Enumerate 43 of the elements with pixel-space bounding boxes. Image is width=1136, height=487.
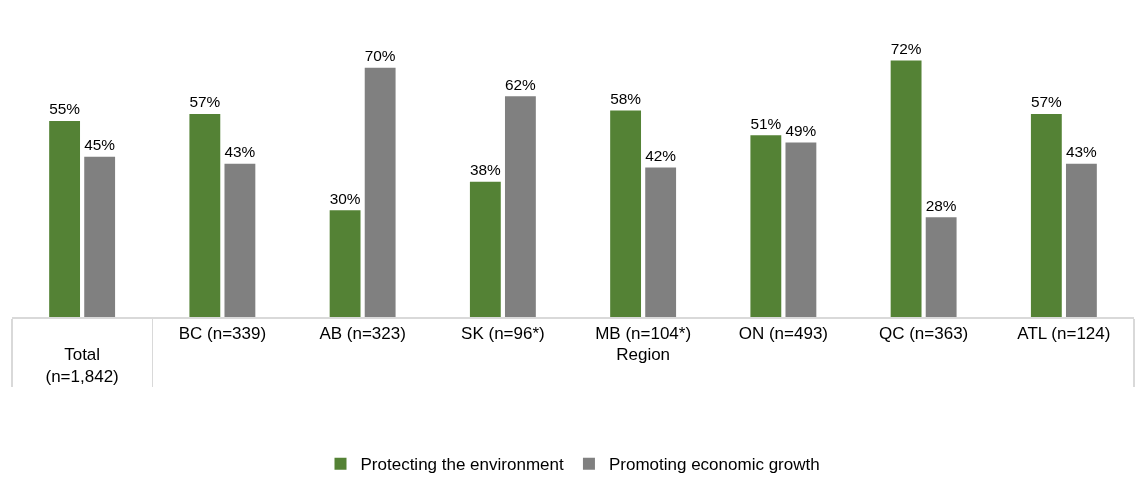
bar xyxy=(364,67,396,317)
data-label: 43% xyxy=(1065,143,1098,161)
bar xyxy=(504,96,536,317)
bar xyxy=(329,210,361,317)
data-label: 55% xyxy=(49,100,81,118)
data-label: 51% xyxy=(750,114,782,132)
legend-label: Protecting the environment xyxy=(360,455,564,475)
data-label: 28% xyxy=(925,196,957,214)
bar xyxy=(645,167,677,317)
data-label: 45% xyxy=(84,136,116,154)
x-tick-label: BC (n=339) xyxy=(178,323,267,343)
x-axis-title: Region xyxy=(616,344,671,364)
bar xyxy=(610,110,642,317)
bar xyxy=(189,113,221,317)
x-tick-label: SK (n=96*) xyxy=(461,323,545,343)
data-label: 58% xyxy=(610,89,642,107)
bar xyxy=(1065,163,1097,317)
data-label: 30% xyxy=(329,189,361,207)
bar xyxy=(890,60,922,317)
x-tick-label: ON (n=493) xyxy=(738,323,829,343)
x-tick-label: MB (n=104*) xyxy=(595,323,692,343)
data-label: 42% xyxy=(645,146,677,164)
data-label: 72% xyxy=(890,39,922,57)
bar xyxy=(84,156,116,317)
data-label: 70% xyxy=(364,47,396,65)
x-tick-label: Total (n=1,842) xyxy=(45,344,119,386)
data-label: 38% xyxy=(469,161,502,178)
bar xyxy=(1030,113,1062,317)
data-label: 57% xyxy=(189,93,221,111)
data-label: 49% xyxy=(785,121,817,139)
x-tick-label: AB (n=323) xyxy=(319,323,406,343)
bar xyxy=(469,181,501,317)
bar xyxy=(224,163,256,317)
x-tick-label: QC (n=363) xyxy=(878,323,969,343)
data-label: 43% xyxy=(224,143,256,161)
legend-label: Promoting economic growth xyxy=(608,455,820,475)
bar xyxy=(785,142,817,317)
x-tick-label: ATL (n=124) xyxy=(1017,323,1111,343)
data-label: 57% xyxy=(1030,93,1063,111)
bar xyxy=(49,121,81,317)
data-label: 62% xyxy=(504,75,537,93)
bar xyxy=(750,135,782,317)
bar xyxy=(925,217,957,317)
